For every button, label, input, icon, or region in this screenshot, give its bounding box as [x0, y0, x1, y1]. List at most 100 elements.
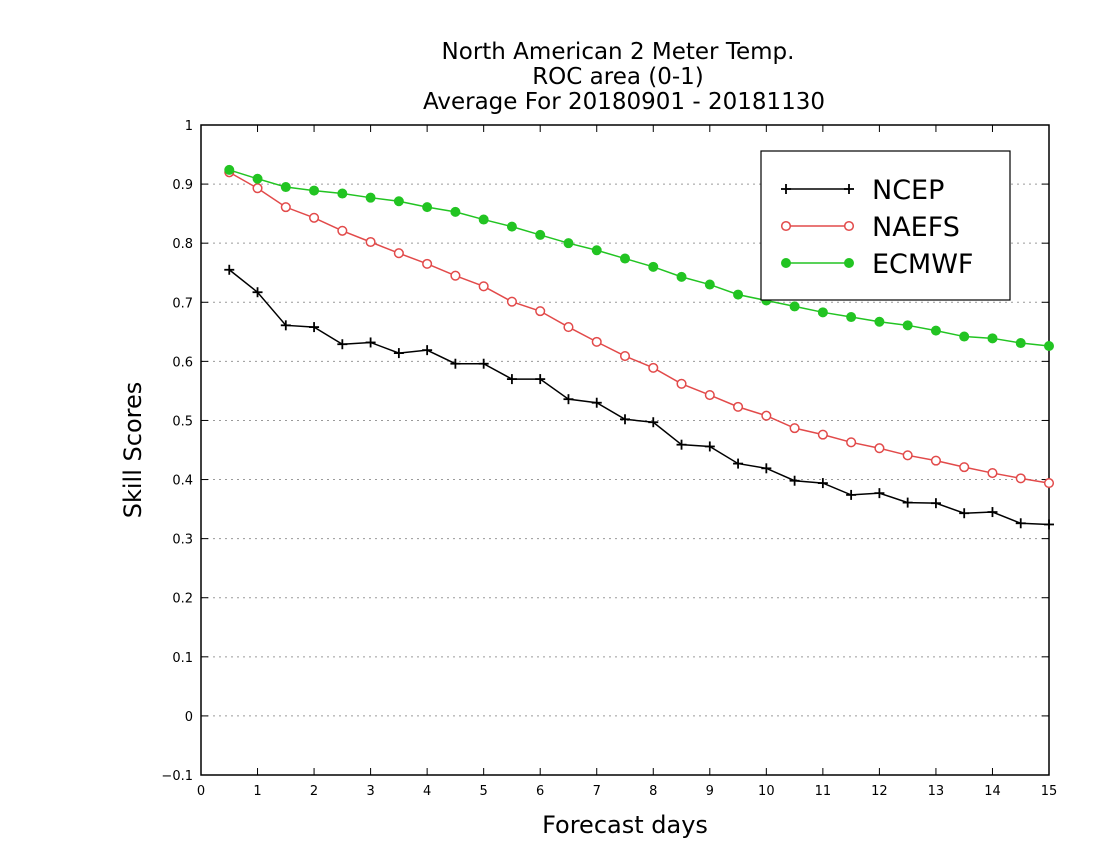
legend-item-naefs: NAEFS — [780, 212, 960, 243]
data-point-ecmwf — [422, 202, 433, 213]
x-tick-label: 15 — [1041, 784, 1058, 799]
y-tick-label: 1 — [185, 119, 193, 134]
title-line-2: ROC area (0-1) — [532, 64, 704, 90]
series-naefs — [224, 167, 1055, 489]
data-point-ncep — [535, 374, 546, 385]
data-point-ncep — [422, 345, 433, 356]
data-point-naefs — [506, 296, 517, 307]
data-point-ecmwf — [224, 164, 235, 175]
x-tick-label: 14 — [984, 784, 1001, 799]
data-point-naefs — [874, 443, 885, 454]
data-point-ncep — [874, 488, 885, 499]
y-tick-label: 0.5 — [172, 414, 193, 429]
data-point-ecmwf — [450, 206, 461, 217]
data-point-naefs — [987, 467, 998, 479]
data-point-naefs — [619, 350, 631, 362]
data-point-ncep — [506, 374, 517, 385]
x-axis-title: Forecast days — [542, 811, 708, 839]
data-point-ecmwf — [704, 279, 715, 290]
legend-marker-ncep — [844, 184, 854, 194]
y-tick-label: 0.4 — [172, 474, 193, 489]
data-point-ncep — [676, 439, 687, 450]
data-point-naefs — [591, 336, 602, 347]
data-point-naefs — [817, 429, 828, 440]
data-point-naefs — [930, 455, 941, 466]
data-point-naefs — [280, 202, 291, 213]
data-point-ecmwf — [648, 261, 659, 272]
data-point-ecmwf — [1044, 341, 1054, 351]
data-point-ncep — [930, 498, 941, 509]
data-point-naefs — [1015, 473, 1026, 484]
data-point-ecmwf — [846, 312, 857, 323]
data-point-ncep — [620, 414, 630, 425]
data-point-ncep — [761, 463, 772, 474]
data-point-naefs — [535, 306, 546, 317]
legend-marker-ecmwf — [781, 258, 791, 268]
data-point-naefs — [704, 389, 715, 401]
data-point-naefs — [393, 248, 404, 259]
data-point-ncep — [902, 497, 913, 508]
data-point-naefs — [252, 183, 263, 194]
data-point-ecmwf — [987, 333, 998, 344]
x-tick-label: 11 — [815, 784, 832, 799]
data-point-ecmwf — [902, 320, 913, 331]
data-point-ecmwf — [252, 173, 263, 184]
data-point-ncep — [704, 441, 715, 452]
data-point-ncep — [365, 337, 376, 348]
data-point-ecmwf — [676, 271, 687, 282]
legend-marker-ncep — [781, 184, 791, 194]
data-point-naefs — [789, 423, 800, 434]
data-point-ecmwf — [337, 188, 348, 199]
data-point-ecmwf — [393, 196, 404, 207]
x-axis: 0 1 2 3 4 5 6 7 8 9 10 11 12 13 14 15 — [197, 125, 1057, 799]
title-line-3: Average For 20180901 - 20181130 — [423, 89, 825, 115]
data-point-ncep — [1044, 519, 1054, 530]
data-point-naefs — [902, 450, 913, 461]
legend: NCEP NAEFS ECMWF — [760, 150, 1011, 301]
data-point-ncep — [846, 489, 857, 500]
data-point-ncep — [591, 397, 602, 408]
x-tick-label: 6 — [536, 784, 544, 799]
data-point-naefs — [959, 462, 970, 473]
data-point-ecmwf — [959, 331, 970, 342]
y-tick-label: 0.8 — [172, 237, 193, 252]
data-point-ecmwf — [280, 182, 291, 193]
data-point-ncep — [393, 348, 404, 359]
legend-marker-naefs — [843, 220, 855, 232]
data-point-ncep — [309, 322, 320, 333]
data-point-ecmwf — [365, 192, 376, 203]
x-tick-label: 13 — [928, 784, 945, 799]
data-point-naefs — [422, 258, 433, 269]
legend-label-naefs: NAEFS — [872, 212, 960, 243]
series-layer — [224, 164, 1055, 530]
series-ncep — [224, 264, 1054, 530]
data-point-naefs — [648, 362, 659, 373]
data-point-ncep — [648, 417, 659, 428]
x-tick-label: 10 — [758, 784, 775, 799]
data-point-naefs — [337, 225, 348, 236]
x-tick-label: 1 — [253, 784, 261, 799]
series-ecmwf — [224, 164, 1054, 351]
data-point-ncep — [987, 507, 998, 518]
data-point-ncep — [280, 320, 291, 331]
data-point-ecmwf — [930, 325, 941, 336]
data-point-ecmwf — [506, 221, 517, 232]
data-point-naefs — [309, 212, 320, 223]
data-point-ncep — [1015, 518, 1026, 529]
data-point-ncep — [789, 475, 800, 486]
data-point-ncep — [337, 339, 348, 350]
x-tick-label: 3 — [366, 784, 374, 799]
y-tick-label: 0.1 — [172, 651, 193, 666]
plot-area-frame — [200, 124, 1050, 776]
data-point-naefs — [676, 378, 687, 389]
data-point-ecmwf — [733, 289, 744, 300]
y-tick-label: −0.1 — [161, 769, 193, 784]
data-point-naefs — [761, 410, 772, 421]
x-tick-label: 4 — [423, 784, 431, 799]
data-point-ncep — [733, 458, 744, 469]
x-tick-label: 7 — [593, 784, 601, 799]
legend-item-ncep: NCEP — [781, 175, 944, 206]
y-axis: −0.1 0 0.1 0.2 0.3 0.4 0.5 0.6 0.7 0.8 0.9 1 — [161, 119, 1049, 784]
x-tick-label: 2 — [310, 784, 318, 799]
